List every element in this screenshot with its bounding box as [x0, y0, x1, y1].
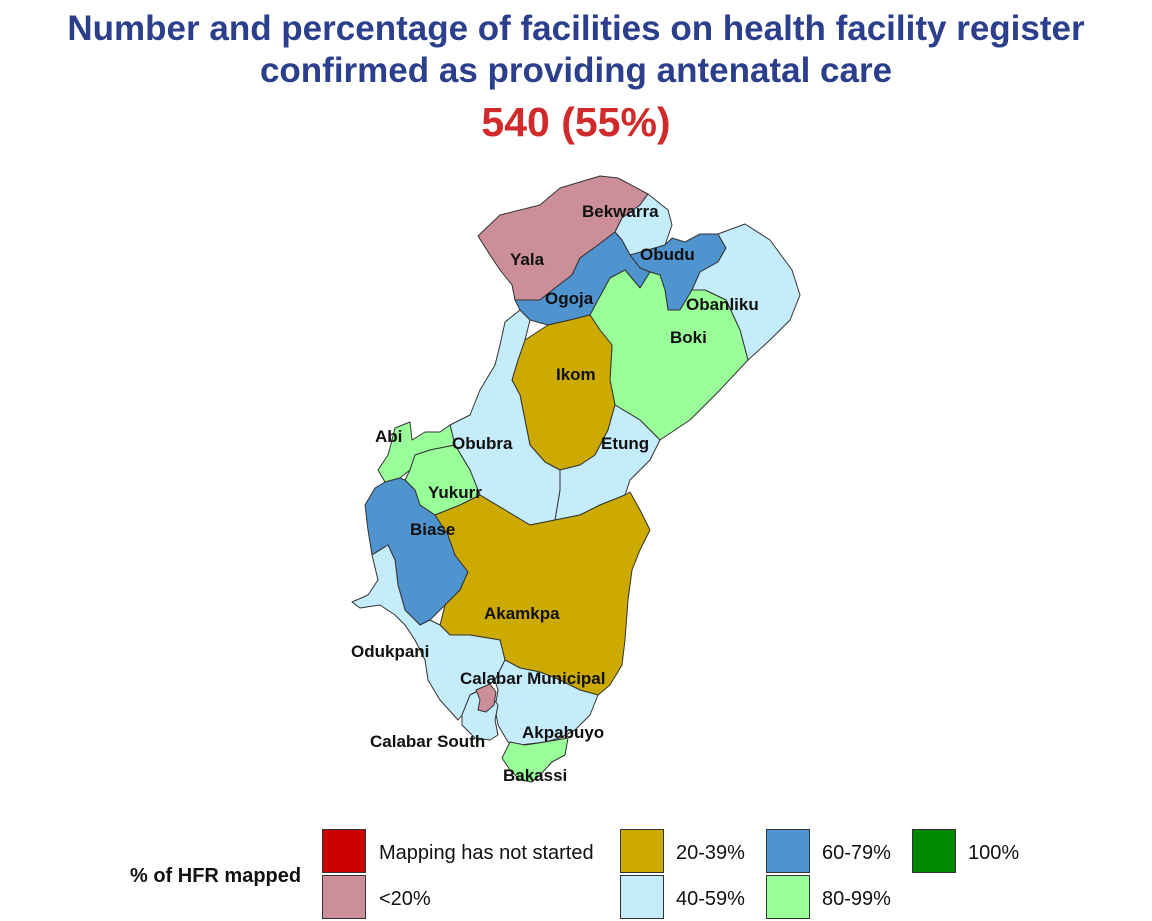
legend-label-20-39: 20-39%: [676, 842, 745, 864]
legend-swatch-100: [912, 829, 956, 873]
title-line-1: Number and percentage of facilities on h…: [67, 9, 1085, 48]
label-yukurr: Yukurr: [428, 483, 482, 502]
label-bekwarra: Bekwarra: [582, 202, 659, 221]
legend-label-not-started: Mapping has not started: [379, 842, 594, 864]
label-yala: Yala: [510, 250, 545, 269]
label-ogoja: Ogoja: [545, 289, 594, 308]
chart-title: Number and percentage of facilities on h…: [0, 8, 1152, 92]
legend-label-100: 100%: [968, 842, 1020, 864]
legend-swatch-40-59: [620, 875, 664, 919]
title-line-2: confirmed as providing antenatal care: [259, 51, 893, 90]
label-biase: Biase: [410, 520, 455, 539]
label-odukpani: Odukpani: [351, 642, 429, 661]
label-calabar-municipal: Calabar Municipal: [460, 669, 605, 688]
label-obudu: Obudu: [640, 245, 695, 264]
label-bakassi: Bakassi: [503, 766, 567, 785]
label-calabar-south: Calabar South: [370, 732, 485, 751]
lga-biase[interactable]: [364, 477, 469, 626]
summary-value: 540 (55%): [481, 99, 671, 145]
label-obanliku: Obanliku: [686, 295, 759, 314]
label-obubra: Obubra: [452, 434, 513, 453]
lga-akamkpa[interactable]: [434, 491, 651, 696]
label-akamkpa: Akamkpa: [484, 604, 560, 623]
legend-swatch-lt20: [322, 875, 366, 919]
label-abi: Abi: [375, 427, 402, 446]
label-ikom: Ikom: [556, 365, 596, 384]
legend-label-60-79: 60-79%: [822, 842, 891, 864]
legend-label-lt20: <20%: [379, 888, 431, 910]
legend-title: % of HFR mapped: [130, 865, 302, 887]
label-akpabuyo: Akpabuyo: [522, 723, 604, 742]
lga-obubra[interactable]: [449, 309, 561, 526]
legend-swatch-not-started: [322, 829, 366, 873]
legend-swatch-20-39: [620, 829, 664, 873]
label-boki: Boki: [670, 328, 707, 347]
legend-swatch-80-99: [766, 875, 810, 919]
lga-calabar-municipal[interactable]: [475, 683, 497, 713]
legend-label-40-59: 40-59%: [676, 888, 745, 910]
legend: % of HFR mapped Mapping has not started …: [0, 820, 1152, 920]
legend-swatch-60-79: [766, 829, 810, 873]
lga-bakassi[interactable]: [501, 737, 569, 783]
legend-label-80-99: 80-99%: [822, 888, 891, 910]
label-etung: Etung: [601, 434, 649, 453]
map-canvas: Bekwarra Yala Obudu Ogoja Obanliku Boki …: [351, 175, 801, 785]
